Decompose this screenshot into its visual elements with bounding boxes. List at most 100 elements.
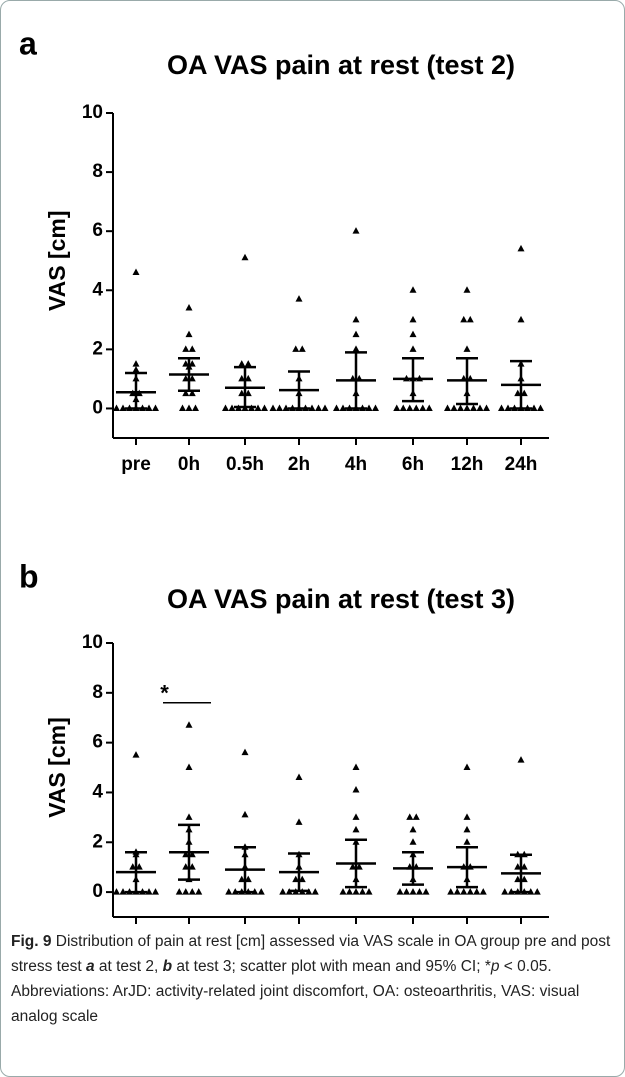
point [352,227,360,234]
y-axis-label: VAS [cm] [44,210,70,311]
point [352,785,360,793]
point [321,404,329,411]
point [241,253,249,261]
point [416,888,423,895]
point [352,813,360,820]
point [517,315,525,323]
ci-bar [402,356,424,403]
point [254,404,262,411]
point [409,345,417,352]
point [409,286,417,293]
point [228,404,236,411]
x-tick-label: 24h [505,454,538,475]
point [129,863,137,870]
point [359,888,366,895]
point [119,404,127,411]
point [466,888,474,895]
point [463,763,471,771]
point [463,286,471,293]
panel-label: a [19,25,37,61]
point [225,888,233,895]
charts: aOA VAS pain at rest (test 2)VAS [cm]024… [19,25,549,924]
point [444,404,451,411]
point [473,888,481,895]
x-tick-label: pre [121,454,151,475]
point [152,404,159,411]
point [182,888,190,895]
x-tick-label: 0.5h [226,454,264,475]
point [517,244,525,252]
ci-bar [345,838,367,889]
point [406,813,414,820]
point [222,404,229,411]
point [463,813,471,820]
point [463,825,471,833]
ci-bar [345,351,367,410]
point [425,404,433,411]
point [412,813,420,820]
ci-bar [234,365,256,409]
point [257,888,265,895]
point [298,875,306,883]
point [463,838,471,845]
point [182,850,190,858]
point [501,888,509,895]
point [298,345,306,352]
caption-label: Fig. 9 [11,933,52,950]
point [182,345,190,352]
point [463,404,471,411]
point [113,888,120,895]
point [279,888,287,895]
point [399,404,407,411]
point [179,404,186,411]
point [188,360,196,367]
point [188,850,196,858]
point [185,813,193,820]
ci-bar [234,846,256,894]
caption-text: at test 3; scatter plot with mean and 95… [172,958,491,975]
point [520,863,528,870]
point [175,888,183,895]
point [466,315,474,323]
ci-bar [125,371,147,410]
point [412,404,420,411]
chart-title: OA VAS pain at rest (test 2) [167,50,515,80]
point [241,810,249,818]
y-tick-label: 4 [92,279,103,300]
point [192,404,199,411]
point [188,374,196,382]
point [185,304,193,311]
point [352,763,360,771]
point [333,404,340,411]
point [352,888,360,895]
point [409,825,417,833]
point [188,863,196,870]
point [517,756,525,763]
caption-p: p [490,958,500,975]
y-tick-label: 10 [82,102,103,123]
point [457,404,464,411]
point [339,404,347,411]
y-tick-label: 0 [92,397,103,418]
point [365,404,373,411]
point [393,404,401,411]
point [530,404,538,411]
point [238,374,246,382]
point [346,888,353,895]
y-tick-label: 10 [82,632,103,653]
point [311,888,319,895]
point [409,330,417,338]
caption-panel: a [85,958,95,975]
point [463,345,471,352]
point [295,818,303,825]
point [476,404,484,411]
point [282,404,290,411]
point [352,825,360,833]
point [453,888,461,895]
point [238,389,246,397]
point [355,863,363,870]
point [188,888,196,895]
point [182,389,190,397]
point [145,404,153,411]
y-tick-label: 2 [92,831,103,852]
